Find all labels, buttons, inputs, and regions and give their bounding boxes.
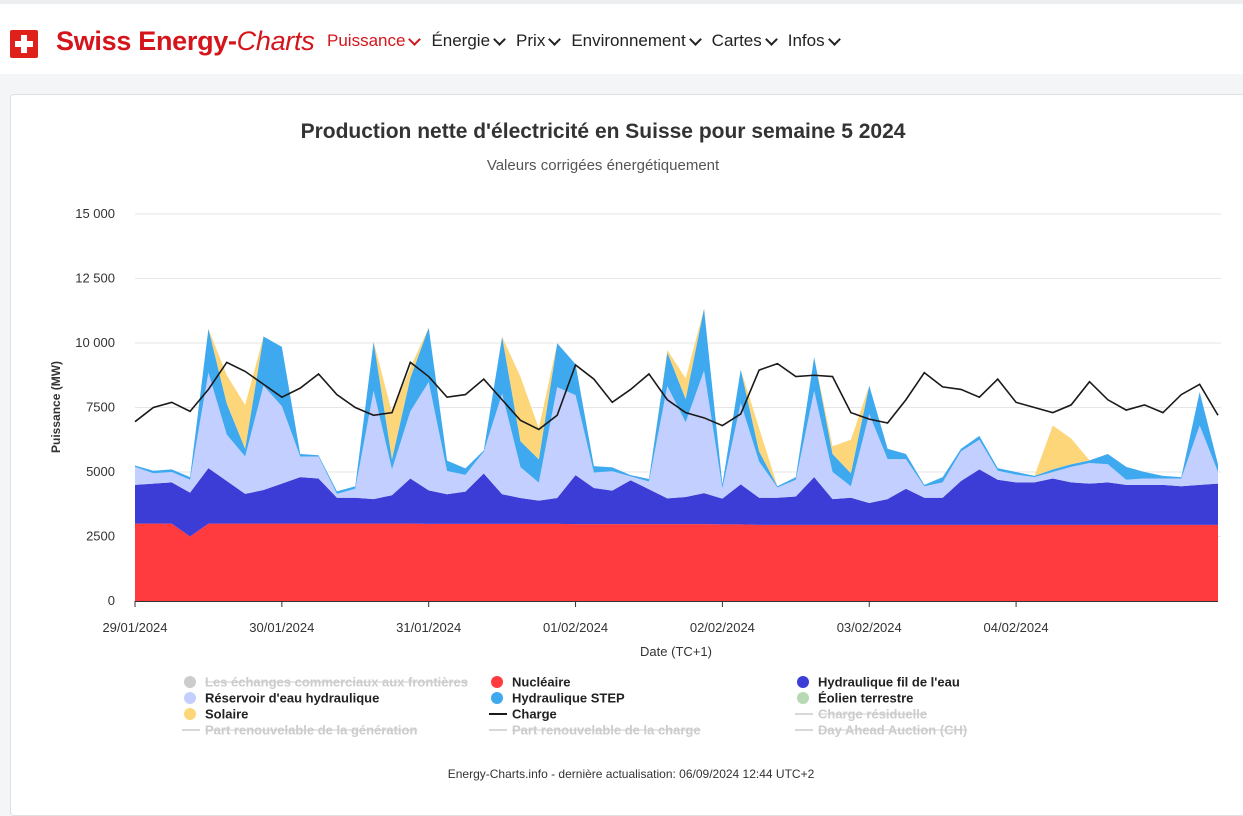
legend-item[interactable]: Réservoir d'eau hydraulique — [184, 691, 379, 706]
legend-label: Réservoir d'eau hydraulique — [205, 691, 379, 706]
x-tick-label: 01/02/2024 — [543, 620, 608, 635]
legend-item[interactable]: Solaire — [184, 707, 248, 722]
y-axis-label: Puissance (MW) — [49, 361, 63, 453]
legend-item[interactable]: Part renouvelable de la génération — [182, 723, 417, 738]
brand-logo[interactable]: Swiss Energy-Charts — [56, 26, 315, 56]
stacked-areas — [135, 308, 1218, 601]
y-tick-label: 2500 — [86, 529, 115, 544]
legend-item[interactable]: Hydraulique STEP — [491, 691, 625, 706]
legend-symbol — [797, 676, 809, 688]
y-tick-label: 5000 — [86, 464, 115, 479]
footer-credit: Energy-Charts.info - dernière actualisat… — [448, 767, 815, 781]
x-axis: 29/01/2024 30/01/2024 31/01/2024 01/02/2024… — [102, 601, 1218, 635]
area-r-servoir-d-eau-hydraulique[interactable] — [135, 370, 1218, 503]
x-axis-label: Date (TC+1) — [640, 644, 712, 659]
line-charge[interactable] — [134, 361, 1219, 431]
y-tick-label: 7500 — [86, 400, 115, 415]
legend-item[interactable]: Hydraulique fil de l'eau — [797, 675, 960, 690]
area-hydraulique-step[interactable] — [135, 308, 1218, 494]
legend-symbol — [184, 676, 196, 688]
x-tick-label: 02/02/2024 — [690, 620, 755, 635]
area-nucl-aire[interactable] — [135, 523, 1218, 601]
legend-symbol — [797, 692, 809, 704]
legend-symbol — [184, 692, 196, 704]
chart-title: Production nette d'électricité en Suisse… — [301, 120, 906, 143]
legend-item[interactable]: Charge — [489, 707, 557, 722]
nav-energie[interactable]: Énergie — [431, 31, 506, 51]
x-tick-label: 31/01/2024 — [396, 620, 461, 635]
x-tick-label: 04/02/2024 — [984, 620, 1049, 635]
legend-item[interactable]: Les échanges commerciaux aux frontières — [184, 675, 469, 690]
legend-label: Nucléaire — [512, 675, 571, 690]
legend-symbol — [491, 676, 503, 688]
nav-infos[interactable]: Infos — [788, 31, 841, 51]
legend-symbol — [184, 708, 196, 720]
chart-legend: Les échanges commerciaux aux frontières N… — [182, 675, 968, 738]
y-tick-label: 12 500 — [75, 271, 115, 286]
y-tick-label: 0 — [108, 593, 115, 608]
x-tick-label: 29/01/2024 — [102, 620, 167, 635]
chart-subtitle: Valeurs corrigées énergétiquement — [487, 157, 720, 174]
x-tick-label: 03/02/2024 — [837, 620, 902, 635]
legend-item[interactable]: Day Ahead Auction (CH) — [795, 723, 968, 738]
legend-label: Éolien terrestre — [818, 691, 913, 706]
legend-item[interactable]: Part renouvelable de la charge — [489, 723, 701, 738]
y-tick-label: 15 000 — [75, 206, 115, 221]
legend-label: Hydraulique fil de l'eau — [818, 675, 960, 690]
swiss-flag-icon — [10, 30, 38, 58]
y-tick-label: 10 000 — [75, 335, 115, 350]
legend-item[interactable]: Nucléaire — [491, 675, 571, 690]
legend-item[interactable]: Éolien terrestre — [797, 691, 913, 706]
legend-item[interactable]: Charge résiduelle — [795, 707, 928, 722]
main-nav: Puissance Énergie Prix Environnement Car… — [327, 31, 851, 51]
legend-label: Hydraulique STEP — [512, 691, 625, 706]
x-tick-label: 30/01/2024 — [249, 620, 314, 635]
area-hydraulique-fil-de-l-eau[interactable] — [135, 468, 1218, 537]
top-navbar: Swiss Energy-Charts Puissance Énergie Pr… — [0, 0, 1243, 74]
nav-environnement[interactable]: Environnement — [571, 31, 702, 51]
legend-label: Charge — [512, 707, 557, 722]
y-axis: 0 2500 5000 7500 10 000 12 500 15 000 — [75, 206, 115, 608]
legend-label: Solaire — [205, 707, 248, 722]
legend-symbol — [491, 692, 503, 704]
nav-cartes[interactable]: Cartes — [712, 31, 778, 51]
load-line — [134, 361, 1219, 431]
nav-prix[interactable]: Prix — [516, 31, 562, 51]
nav-puissance[interactable]: Puissance — [327, 31, 422, 51]
